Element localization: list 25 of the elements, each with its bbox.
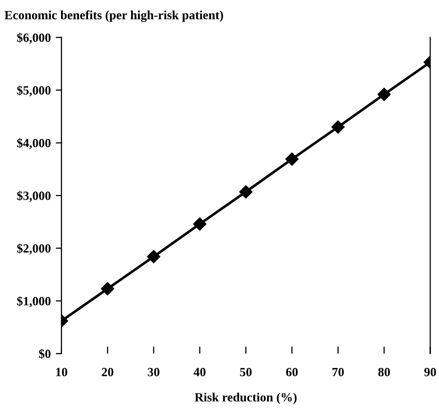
point bbox=[285, 152, 299, 166]
point bbox=[193, 217, 206, 231]
y-tick-label: $0 bbox=[38, 348, 51, 359]
point bbox=[147, 250, 160, 264]
x-tick-label: 70 bbox=[332, 368, 344, 376]
x-tick-label: 40 bbox=[194, 368, 206, 376]
x-tick-label: 50 bbox=[240, 368, 252, 376]
y-tick-label: $6,000 bbox=[17, 32, 51, 44]
y-tick-label: $3,000 bbox=[17, 190, 51, 202]
x-tick-label: 20 bbox=[102, 368, 114, 376]
y-tick-label: $1,000 bbox=[17, 296, 51, 308]
x-tick-label: 60 bbox=[286, 368, 298, 376]
point bbox=[378, 88, 391, 101]
x-tick-label: 90 bbox=[424, 368, 436, 376]
x-tick-label: 10 bbox=[56, 368, 68, 376]
point bbox=[100, 282, 114, 296]
x-axis-title: Risk reduction (%) bbox=[194, 392, 297, 404]
y-tick-label: $4,000 bbox=[17, 138, 51, 150]
point bbox=[239, 185, 252, 198]
chart-title: Economic benefits (per high-risk patient) bbox=[4, 10, 224, 22]
point bbox=[331, 120, 345, 134]
y-tick-label: $2,000 bbox=[17, 244, 51, 254]
x-tick-label: 30 bbox=[148, 368, 160, 376]
x-tick-label: 80 bbox=[378, 368, 390, 376]
y-tick-label: $5,000 bbox=[17, 85, 51, 96]
